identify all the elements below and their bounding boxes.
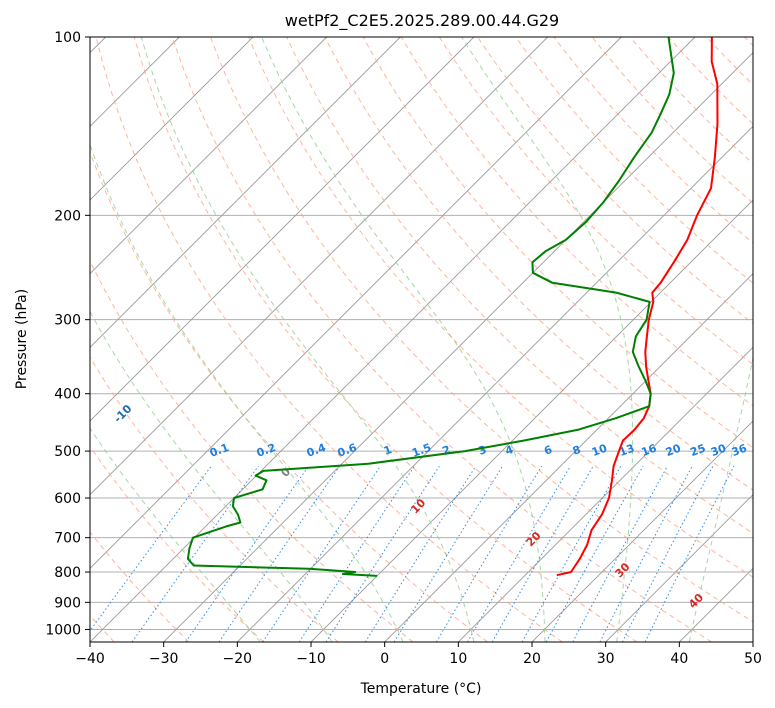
mixing-ratio-line (599, 465, 693, 642)
dry-adiabat-line (95, 37, 563, 642)
dry-adiabat-line (438, 37, 753, 366)
dry-adiabat-line (210, 37, 753, 623)
mixing-ratio-label: 13 (617, 442, 636, 459)
plot-frame (89, 36, 754, 643)
x-tick-label: 50 (744, 651, 762, 667)
y-tick-label: 100 (54, 30, 81, 46)
x-tick-label: 40 (670, 651, 688, 667)
x-tick-label: 10 (449, 651, 467, 667)
y-tick-label: 200 (54, 208, 81, 224)
x-tick-label: 30 (597, 651, 615, 667)
mixing-ratio-line (545, 465, 644, 642)
mixing-ratio-label: 6 (542, 443, 554, 458)
y-tick-label: 1000 (45, 622, 81, 638)
dry-adiabats (90, 37, 753, 642)
isotherm-line (384, 273, 753, 642)
x-tick-label: 20 (523, 651, 541, 667)
temperature-profile (556, 37, 719, 577)
mixing-ratio-line (644, 465, 735, 642)
y-tick-label: 600 (54, 491, 81, 507)
mixing-ratio-label: 0.4 (305, 441, 328, 460)
mixing-ratio-label: 1 (382, 443, 394, 458)
dry-adiabat-line (286, 37, 753, 534)
dry-adiabat-line (90, 150, 488, 642)
dry-adiabat-line (400, 37, 753, 407)
mixing-ratio-label: 25 (689, 442, 708, 459)
mixing-ratio-label: 4 (503, 443, 515, 458)
x-tick-label: −10 (296, 651, 326, 667)
axes: −40 −30 −20 −10 0 10 20 30 40 5010020030040050060… (45, 30, 762, 667)
mixing-ratio-line (218, 465, 341, 642)
isotherm-line (163, 52, 753, 642)
isotherm-line (90, 37, 327, 275)
y-tick-label: 900 (54, 595, 81, 611)
mixing-ratio-label: 10 (590, 442, 609, 460)
mixing-ratio-label: 0.6 (336, 441, 359, 460)
y-tick-label: 800 (54, 565, 81, 581)
isotherm-line (90, 37, 401, 348)
chart-title: wetPf2_C2E5.2025.289.00.44.G29 (285, 11, 559, 31)
mixing-ratio-label: 30 (709, 442, 728, 460)
dry-adiabat-line (515, 37, 753, 284)
y-axis-label: Pressure (hPa) (14, 289, 30, 389)
isotherm-line (90, 37, 548, 496)
dewpoint-profile (186, 37, 675, 577)
y-tick-label: 300 (54, 313, 81, 329)
mixing-ratio-label: 0.2 (255, 441, 278, 460)
mixing-ratio-line (467, 465, 571, 642)
isotherm-line (605, 494, 753, 642)
isotherm-line (237, 125, 753, 642)
dry-adiabat-line (90, 531, 190, 642)
mixing-ratio-label: 2 (441, 443, 453, 458)
isotherm-line (531, 420, 753, 642)
mixing-ratio-line (262, 465, 381, 642)
dry-adiabat-line (248, 37, 753, 578)
isobar-grid (90, 37, 753, 630)
moist-adiabat-line (261, 37, 546, 642)
isotherm-line (458, 346, 753, 642)
mixing-ratio-line (185, 465, 310, 642)
dry-adiabat-line (90, 259, 414, 642)
dry-adiabat-line (90, 445, 264, 642)
x-tick-label: 0 (380, 651, 389, 667)
dry-adiabat-line (171, 37, 712, 642)
mixing-ratio-line (572, 465, 668, 642)
moist-adiabat-line (90, 142, 404, 642)
isotherm-line (90, 37, 622, 569)
mixing-ratio-label: 0.1 (208, 441, 231, 460)
mixing-ratio-line (393, 465, 504, 642)
x-tick-label: −20 (223, 651, 253, 667)
mixing-ratio-line (435, 465, 543, 642)
x-axis-label: Temperature (°C) (360, 681, 482, 697)
moist-adiabat-line (140, 37, 475, 642)
mixing-ratio-label: 3 (477, 443, 489, 458)
mixing-ratio-line (521, 465, 622, 642)
mixing-ratio-label: 36 (730, 442, 749, 460)
x-tick-label: −30 (149, 651, 179, 667)
y-tick-label: 700 (54, 531, 81, 547)
isotherm-line (90, 37, 475, 422)
isotherm-line (90, 37, 254, 201)
dry-adiabat-line (90, 356, 339, 642)
mixing-ratio-lines (90, 465, 735, 642)
dry-adiabat-line (133, 37, 638, 642)
moist-adiabat-line (90, 427, 261, 642)
mixing-ratio-line (621, 465, 714, 642)
mixing-ratio-label: 8 (571, 443, 583, 458)
y-tick-label: 500 (54, 444, 81, 460)
x-tick-label: −40 (75, 651, 105, 667)
mixing-ratio-label: 16 (640, 442, 659, 460)
mixing-ratio-line (131, 465, 259, 642)
mixing-ratio-line (491, 465, 594, 642)
sounding-profiles (186, 37, 719, 577)
mixing-ratio-label: 20 (664, 442, 683, 460)
y-tick-label: 400 (54, 387, 81, 403)
